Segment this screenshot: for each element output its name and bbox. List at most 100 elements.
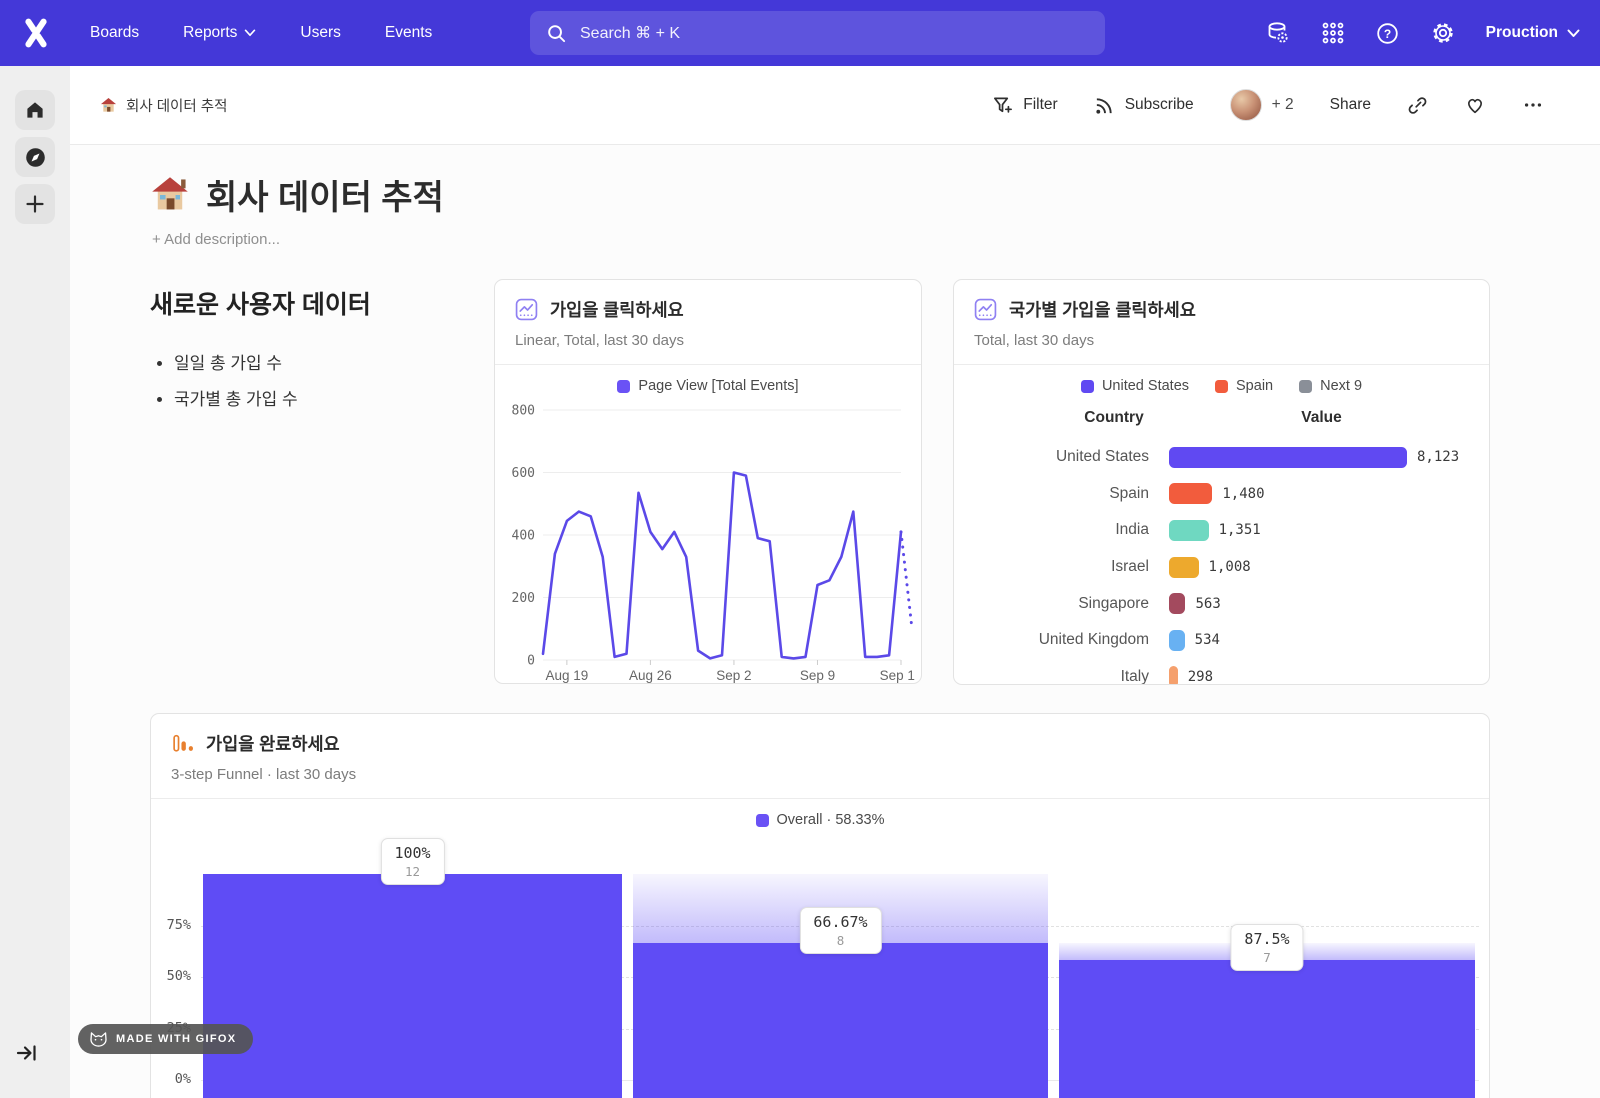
country-name: Spain (1109, 484, 1149, 502)
breadcrumb[interactable]: 회사 데이터 추적 (100, 95, 227, 116)
nav-item-events[interactable]: Events (385, 24, 432, 42)
board-header-bar: 회사 데이터 추적 Filter Subscribe (70, 66, 1600, 145)
country-row-india[interactable]: India 1,351 (954, 512, 1489, 549)
data-management-icon[interactable] (1265, 20, 1291, 46)
search-icon (548, 24, 566, 42)
country-value: 1,008 (1208, 559, 1251, 576)
more-options-button[interactable] (1522, 94, 1544, 116)
legend-item[interactable]: Page View [Total Events] (617, 378, 799, 394)
legend-item[interactable]: Spain (1215, 378, 1273, 394)
funnel-card-header: 가입을 완료하세요 3-step Funnel · last 30 days (151, 714, 1489, 799)
search-input[interactable]: Search ⌘ + K (530, 11, 1105, 55)
column-header-country: Country (1084, 409, 1144, 426)
country-row-united-kingdom[interactable]: United Kingdom 534 (954, 622, 1489, 659)
nav-item-users[interactable]: Users (300, 24, 340, 42)
project-switcher[interactable]: Prouction (1486, 24, 1580, 42)
filter-label: Filter (1023, 96, 1058, 113)
notes-bullet-list: 일일 총 가입 수국가별 총 가입 수 (150, 349, 490, 410)
share-label: Share (1329, 96, 1371, 113)
discover-button[interactable] (15, 137, 55, 177)
funnel-step-3[interactable] (1059, 828, 1475, 1098)
house-emoji-icon (152, 176, 188, 209)
funnel-step-pct: 66.67% (813, 912, 868, 931)
country-bar[interactable] (1169, 556, 1199, 578)
page-title-text: 회사 데이터 추적 (206, 179, 444, 217)
svg-text:Aug 19: Aug 19 (545, 668, 588, 683)
country-bar[interactable] (1169, 446, 1407, 468)
country-value: 534 (1194, 632, 1220, 649)
heart-icon (1468, 98, 1482, 114)
line-chart-plot: 0 200 400 600 800 Aug 19 Aug 26 Sep 2 Sep 9 Sep 1… (495, 398, 921, 684)
mixpanel-logo-icon[interactable] (18, 15, 54, 51)
funnel-step-pct: 87.5% (1244, 929, 1290, 948)
title-block: 회사 데이터 추적 + Add description... (150, 170, 444, 248)
country-bar[interactable] (1169, 593, 1186, 615)
filter-funnel-icon (994, 96, 1013, 113)
svg-text:600: 600 (512, 466, 535, 481)
apps-grid-icon[interactable] (1321, 21, 1345, 45)
legend-item[interactable]: Next 9 (1299, 378, 1362, 394)
country-bar[interactable] (1169, 629, 1185, 651)
country-row-singapore[interactable]: Singapore 563 (954, 585, 1489, 622)
line-chart-legend: Page View [Total Events] (495, 378, 921, 394)
insights-chart-icon (515, 298, 538, 321)
svg-text:?: ? (1383, 27, 1390, 41)
settings-gear-icon[interactable] (1430, 20, 1456, 46)
country-bar-card: 국가별 가입을 클릭하세요 Total, last 30 days United… (953, 279, 1490, 685)
add-description-button[interactable]: + Add description... (152, 231, 280, 248)
favorite-button[interactable] (1464, 94, 1486, 116)
help-icon[interactable]: ? (1375, 21, 1400, 46)
members-group[interactable]: + 2 (1229, 89, 1294, 121)
country-card-title[interactable]: 국가별 가입을 클릭하세요 (1009, 300, 1196, 320)
svg-text:Sep 9: Sep 9 (800, 668, 835, 683)
legend-swatch (1080, 379, 1094, 393)
ellipsis-icon (1524, 103, 1542, 107)
country-bar[interactable] (1169, 519, 1209, 541)
funnel-y-tick: 0% (174, 1071, 191, 1087)
filter-button[interactable]: Filter (992, 95, 1058, 116)
svg-text:Sep 16: Sep 16 (880, 668, 915, 683)
legend-label: Spain (1236, 378, 1274, 394)
mixpanel-x-icon (25, 18, 47, 48)
country-row-italy[interactable]: Italy 298 (954, 659, 1489, 685)
rss-icon (1096, 97, 1112, 114)
house-emoji-icon (100, 97, 117, 112)
nav-item-reports[interactable]: Reports (183, 24, 256, 42)
nav-item-boards[interactable]: Boards (90, 24, 139, 42)
made-with-gifox-badge[interactable]: MADE WITH GIFOX (78, 1024, 254, 1054)
legend-swatch (1299, 379, 1313, 393)
share-button[interactable]: Share (1330, 96, 1371, 114)
funnel-bar (1059, 959, 1475, 1098)
create-new-button[interactable] (15, 184, 55, 224)
country-bar[interactable] (1169, 483, 1213, 505)
funnel-chart-legend: Overall · 58.33% (151, 812, 1489, 828)
home-button[interactable] (15, 90, 55, 130)
country-row-israel[interactable]: Israel 1,008 (954, 549, 1489, 586)
country-row-spain[interactable]: Spain 1,480 (954, 476, 1489, 513)
svg-text:800: 800 (512, 404, 535, 419)
collapse-sidebar-button[interactable] (16, 1042, 38, 1064)
funnel-bars-icon (173, 734, 193, 752)
legend-label: United States (1101, 378, 1190, 394)
country-name: Italy (1120, 667, 1149, 685)
legend-item[interactable]: Overall · 58.33% (755, 812, 885, 828)
country-bar[interactable] (1169, 666, 1178, 684)
country-card-header: 국가별 가입을 클릭하세요 Total, last 30 days (954, 280, 1489, 365)
copy-link-button[interactable] (1407, 95, 1428, 116)
funnel-step-2[interactable] (633, 828, 1048, 1098)
country-value: 563 (1195, 595, 1221, 612)
line-card-title[interactable]: 가입을 클릭하세요 (550, 300, 684, 320)
funnel-step-1[interactable] (203, 828, 622, 1098)
column-header-value: Value (1301, 409, 1342, 426)
legend-swatch (1215, 379, 1229, 393)
nav-items: Boards Reports Users Events (90, 24, 432, 42)
subscribe-button[interactable]: Subscribe (1094, 95, 1194, 116)
country-table-columns: Country Value (954, 409, 1489, 431)
page-title: 회사 데이터 추적 (150, 170, 444, 219)
legend-item[interactable]: United States (1080, 378, 1190, 394)
chevron-down-icon (1567, 29, 1580, 37)
notes-bullet: 일일 총 가입 수 (174, 349, 490, 374)
funnel-card-title[interactable]: 가입을 완료하세요 (206, 734, 340, 754)
country-row-united-states[interactable]: United States 8,123 (954, 439, 1489, 476)
